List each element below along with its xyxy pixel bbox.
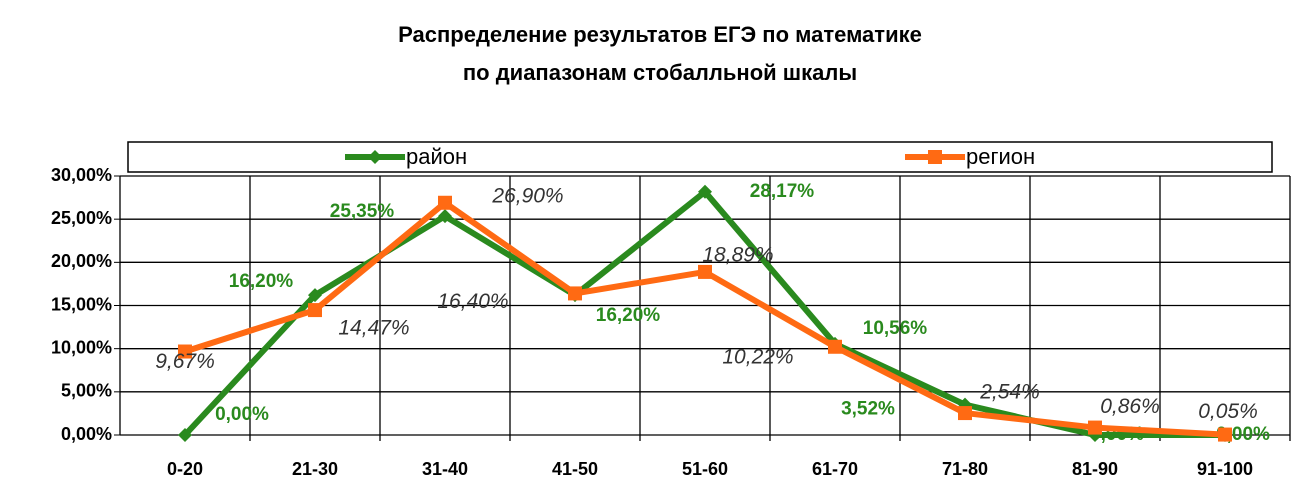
marker (308, 288, 322, 303)
data-label: 14,47% (338, 317, 409, 340)
legend-label: регион (966, 144, 1035, 169)
legend-marker (928, 150, 942, 164)
legend-marker (368, 150, 382, 164)
chart-title: Распределение результатов ЕГЭ по математ… (398, 22, 922, 47)
y-tick-label: 0,00% (61, 424, 112, 444)
marker (1218, 427, 1232, 442)
data-label: 28,17% (750, 181, 815, 202)
y-tick-label: 10,00% (51, 337, 112, 357)
x-tick-label: 21-30 (292, 459, 338, 479)
marker (438, 195, 452, 210)
marker (958, 406, 972, 421)
x-tick-label: 41-50 (552, 459, 598, 479)
x-tick-label: 91-100 (1197, 459, 1253, 479)
y-tick-label: 15,00% (51, 294, 112, 314)
marker (698, 184, 712, 199)
data-label: 25,35% (330, 201, 395, 222)
data-label: 10,22% (722, 345, 793, 368)
legend-box (127, 141, 1273, 173)
y-tick-label: 5,00% (61, 381, 112, 401)
data-label: 3,52% (841, 399, 895, 420)
data-label: 0,00% (215, 404, 269, 425)
data-label: 2,54% (979, 381, 1040, 404)
marker (308, 303, 322, 318)
marker (178, 344, 192, 359)
data-label: 10,56% (863, 318, 928, 339)
marker (178, 428, 192, 442)
marker (828, 339, 842, 354)
x-tick-label: 31-40 (422, 459, 468, 479)
marker (1088, 420, 1102, 435)
marker (698, 264, 712, 279)
marker (568, 286, 582, 301)
x-tick-label: 81-90 (1072, 459, 1118, 479)
y-tick-label: 20,00% (51, 251, 112, 271)
data-label: 16,20% (229, 271, 294, 292)
chart-subtitle: по диапазонам стобалльной шкалы (463, 60, 857, 85)
data-label: 18,89% (702, 243, 773, 266)
x-tick-label: 61-70 (812, 459, 858, 479)
data-label: 26,90% (491, 184, 563, 207)
data-label: 16,40% (437, 290, 508, 313)
series-line (182, 188, 1225, 438)
data-label: 9,67% (155, 350, 215, 373)
data-label: 16,20% (596, 305, 661, 326)
y-tick-label: 25,00% (51, 208, 112, 228)
data-label: 0,86% (1100, 395, 1160, 418)
data-label: 0,05% (1198, 400, 1258, 423)
legend-label: район (406, 144, 467, 169)
y-tick-label: 30,00% (51, 165, 112, 185)
x-tick-label: 0-20 (167, 459, 203, 479)
x-tick-label: 71-80 (942, 459, 988, 479)
marker (438, 209, 452, 224)
x-tick-label: 51-60 (682, 459, 728, 479)
